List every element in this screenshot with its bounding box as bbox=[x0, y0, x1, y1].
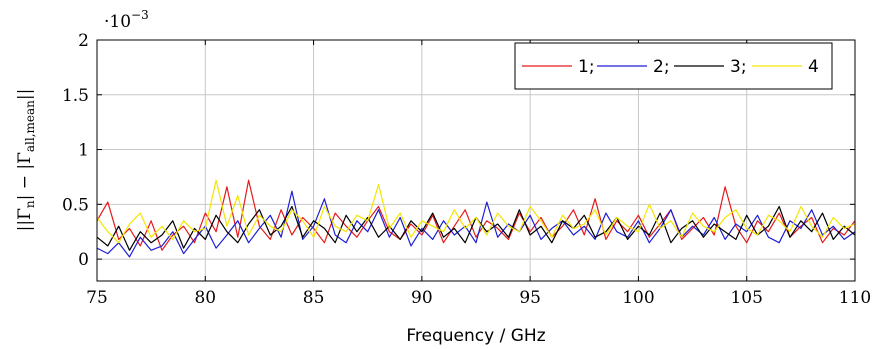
y-tick-label: 0 bbox=[78, 250, 89, 270]
x-tick-label: 100 bbox=[622, 288, 654, 308]
y-title-sub-1: n bbox=[23, 200, 37, 208]
legend-label-4: 4 bbox=[808, 57, 819, 77]
axis-ticks: 75 80 85 90 95 100 105 110 0 0.5 1 1.5 2 bbox=[62, 31, 871, 308]
y-tick-label: 1 bbox=[78, 141, 89, 161]
y-scale-label: ·10−3 bbox=[104, 8, 149, 32]
y-scale-exponent: −3 bbox=[131, 8, 149, 22]
x-tick-label: 90 bbox=[411, 288, 433, 308]
x-tick-label: 95 bbox=[519, 288, 541, 308]
x-axis-title: Frequency / GHz bbox=[406, 326, 545, 346]
x-tick-label: 75 bbox=[86, 288, 108, 308]
series-lines bbox=[96, 179, 856, 258]
series-line-1 bbox=[96, 179, 856, 251]
y-title-sub-2: all,mean bbox=[23, 100, 37, 152]
y-tick-label: 1.5 bbox=[62, 86, 89, 106]
x-tick-label: 105 bbox=[730, 288, 762, 308]
legend-label-3: 3; bbox=[730, 57, 747, 77]
y-tick-label: 0.5 bbox=[62, 195, 89, 215]
y-title-part-3: || bbox=[15, 89, 35, 100]
series-line-4 bbox=[96, 179, 856, 244]
legend-label-2: 2; bbox=[653, 57, 670, 77]
x-tick-label: 110 bbox=[839, 288, 871, 308]
y-tick-label: 2 bbox=[78, 31, 89, 51]
x-tick-label: 85 bbox=[303, 288, 325, 308]
y-title-part-2: | − |Γ bbox=[15, 152, 35, 201]
legend: 1; 2; 3; 4 bbox=[514, 42, 833, 90]
y-title-part-1: ||Γ bbox=[15, 208, 35, 231]
x-tick-label: 80 bbox=[194, 288, 216, 308]
legend-label-1: 1; bbox=[578, 57, 595, 77]
y-scale-base: ·10 bbox=[104, 12, 131, 32]
y-axis-title: ||Γn| − |Γall,mean|| bbox=[15, 89, 37, 232]
plot-frame bbox=[96, 39, 856, 282]
